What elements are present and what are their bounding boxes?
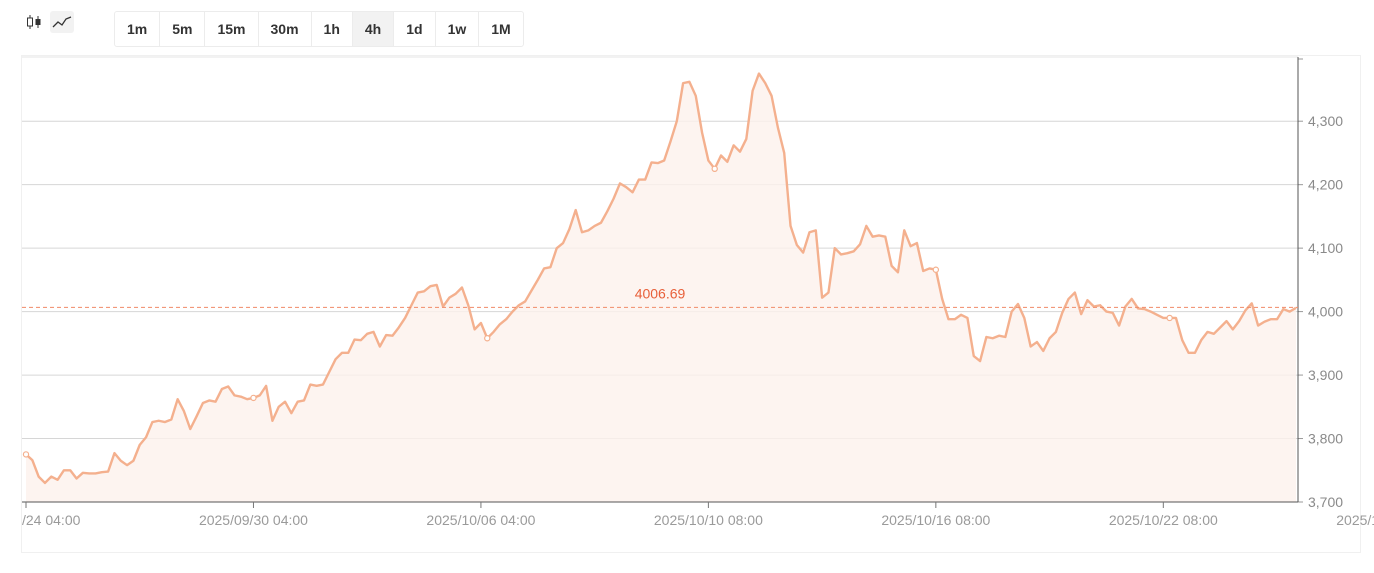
y-tick-label: 3,900 — [1308, 367, 1343, 383]
interval-4h-button[interactable]: 4h — [352, 12, 395, 46]
x-tick-label: 2025/09/30 04:00 — [199, 512, 308, 528]
data-point-marker — [484, 335, 491, 342]
x-tick-label: 2025/10/28 08:00 — [1336, 512, 1374, 528]
x-tick-label: 2025/10/06 04:00 — [426, 512, 535, 528]
interval-15m-button[interactable]: 15m — [205, 12, 259, 46]
x-tick-label: /24 04:00 — [22, 512, 81, 528]
data-point-marker — [250, 394, 257, 402]
y-tick-label: 4,100 — [1308, 240, 1343, 256]
y-tick-label: 4,200 — [1308, 177, 1343, 193]
data-point-marker — [22, 451, 30, 458]
interval-1m-button[interactable]: 1m — [115, 12, 161, 46]
series-area — [26, 73, 1296, 502]
current-value-label: 4006.69 — [635, 285, 686, 301]
line-chart-icon — [52, 16, 72, 28]
series-line — [25, 72, 1297, 485]
interval-5m-button[interactable]: 5m — [160, 12, 206, 46]
y-tick-label: 3,700 — [1308, 494, 1343, 510]
x-tick-label: 2025/10/10 08:00 — [654, 512, 763, 528]
interval-selector: 1m 5m 15m 30m 1h 4h 1d 1w 1M — [114, 11, 524, 47]
interval-1h-button[interactable]: 1h — [312, 12, 353, 46]
y-tick-label: 4,300 — [1308, 113, 1343, 129]
y-tick-label: 3,800 — [1308, 431, 1343, 447]
interval-1M-button[interactable]: 1M — [491, 21, 511, 37]
candlestick-button[interactable] — [22, 11, 46, 33]
candlestick-icon — [27, 15, 41, 29]
line-chart-button[interactable] — [50, 11, 74, 33]
chart-type-selector — [22, 11, 74, 33]
chart-frame — [21, 55, 1361, 553]
x-tick-label: 2025/10/16 08:00 — [881, 512, 990, 528]
data-point-marker — [1166, 314, 1173, 322]
interval-1w-button[interactable]: 1w — [436, 12, 480, 46]
data-point-marker — [932, 266, 940, 273]
y-tick-label: 4,000 — [1308, 304, 1343, 320]
interval-1d-button[interactable]: 1d — [394, 12, 436, 46]
x-tick-label: 2025/10/22 08:00 — [1109, 512, 1218, 528]
interval-30m-button[interactable]: 30m — [259, 12, 312, 46]
data-point-marker — [711, 165, 718, 172]
